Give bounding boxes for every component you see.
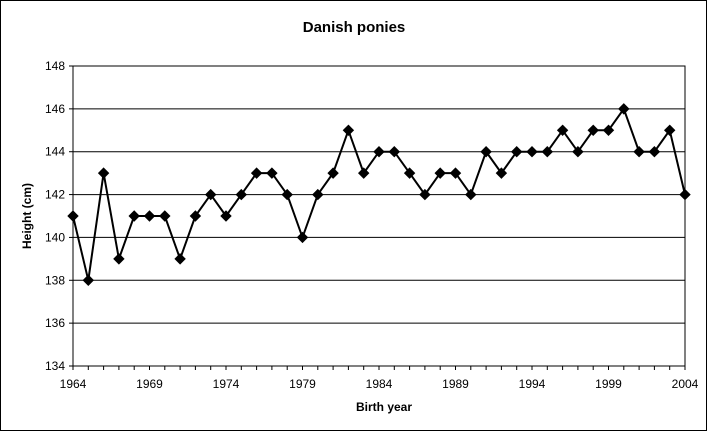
data-point-diamond [204, 188, 217, 201]
data-point-diamond [113, 253, 125, 265]
series-markers [67, 103, 691, 286]
data-point-diamond [572, 146, 584, 158]
data-point-diamond [327, 167, 339, 179]
y-tick-label: 142 [45, 188, 65, 202]
data-point-diamond [465, 188, 477, 201]
data-point-diamond [266, 167, 278, 179]
data-point-diamond [556, 124, 569, 136]
data-point-diamond [663, 124, 676, 136]
data-point-diamond [312, 188, 324, 201]
data-point-diamond [434, 167, 446, 179]
x-tick-label: 1969 [136, 377, 163, 391]
data-point-diamond [679, 188, 691, 201]
y-tick-label: 136 [45, 316, 65, 330]
y-tick-label: 138 [45, 273, 65, 287]
x-tick-label: 2004 [672, 377, 699, 391]
x-tick-label: 1979 [289, 377, 316, 391]
chart-title: Danish ponies [303, 19, 406, 36]
y-axis-ticks: 134 136 138 140 142 144 146 148 [45, 59, 73, 373]
data-point-diamond [648, 146, 661, 158]
data-point-diamond [633, 146, 645, 158]
x-axis-title: Birth year [356, 400, 412, 414]
y-tick-label: 144 [45, 145, 65, 159]
data-point-diamond [82, 274, 95, 286]
x-tick-label: 1999 [595, 377, 622, 391]
data-point-diamond [174, 253, 186, 265]
data-point-diamond [618, 103, 630, 115]
data-point-diamond [541, 146, 554, 158]
data-point-diamond [296, 231, 309, 244]
data-point-diamond [67, 210, 79, 222]
data-point-diamond [220, 210, 232, 222]
y-tick-label: 140 [45, 230, 65, 244]
data-point-diamond [449, 167, 462, 179]
x-tick-label: 1994 [519, 377, 546, 391]
data-point-diamond [495, 167, 508, 179]
x-tick-label: 1974 [213, 377, 240, 391]
data-point-diamond [480, 146, 492, 158]
data-point-diamond [602, 124, 615, 136]
data-point-diamond [143, 210, 156, 222]
data-point-diamond [128, 210, 140, 222]
data-point-diamond [159, 210, 171, 222]
x-tick-label: 1989 [442, 377, 469, 391]
x-tick-label: 1964 [60, 377, 87, 391]
data-point-diamond [526, 146, 538, 158]
data-point-diamond [388, 146, 401, 158]
data-point-diamond [587, 124, 599, 136]
data-point-diamond [281, 188, 293, 201]
data-point-diamond [419, 188, 431, 201]
data-point-diamond [357, 167, 370, 179]
data-point-diamond [235, 188, 248, 201]
data-point-diamond [373, 146, 385, 158]
data-point-diamond [189, 210, 202, 222]
y-tick-label: 146 [45, 102, 65, 116]
y-tick-label: 134 [45, 359, 65, 373]
data-point-diamond [403, 167, 416, 179]
data-point-diamond [250, 167, 263, 179]
y-tick-label: 148 [45, 59, 65, 73]
y-axis-title: Height (cm) [20, 183, 34, 249]
data-point-diamond [342, 124, 355, 136]
data-point-diamond [97, 167, 110, 179]
data-point-diamond [510, 146, 523, 158]
x-tick-label: 1984 [366, 377, 393, 391]
x-axis-ticks: 1964 1969 1974 1979 1984 1989 1994 1999 2004 [60, 366, 699, 391]
